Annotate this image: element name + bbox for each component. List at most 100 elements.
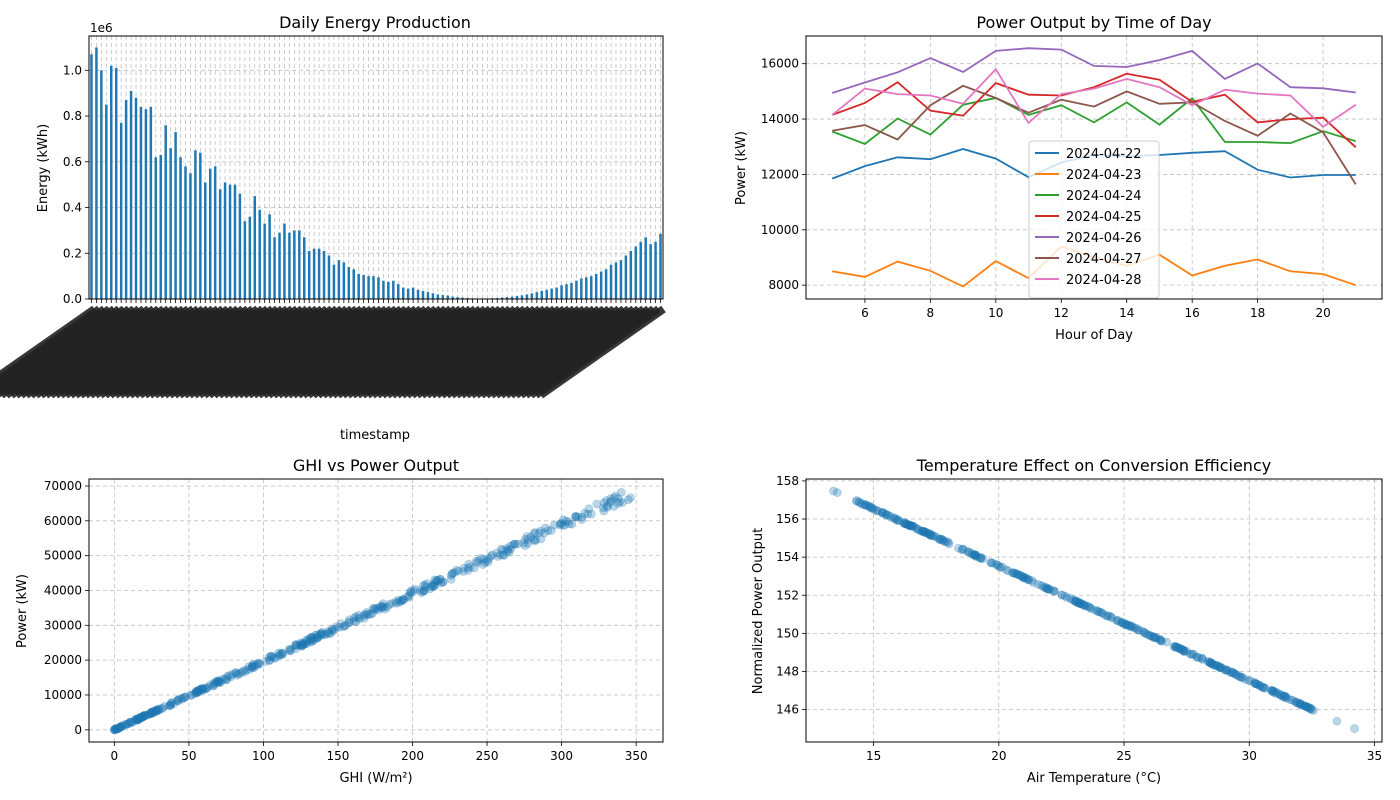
ghi-point xyxy=(131,715,140,724)
ghi-point xyxy=(580,508,590,518)
temp-point xyxy=(860,500,870,510)
ghi-y-tick-label: 30000 xyxy=(44,618,82,632)
temp-point xyxy=(1175,644,1184,654)
temp-point xyxy=(942,537,952,547)
ghi-y-axis-label: Power (kW) xyxy=(15,574,30,648)
daily-bar xyxy=(590,276,593,299)
ghi-point xyxy=(252,659,262,669)
temp-point xyxy=(1042,583,1052,592)
temp-point xyxy=(1071,596,1080,606)
temp-point xyxy=(1083,602,1093,611)
temp-point xyxy=(964,547,974,557)
temp-point xyxy=(1297,700,1306,710)
ghi-point xyxy=(321,630,330,639)
temp-point xyxy=(1273,688,1282,698)
ghi-point xyxy=(216,678,225,688)
ghi-point xyxy=(298,639,308,648)
daily-bar xyxy=(213,166,217,299)
temp-point xyxy=(1235,672,1245,682)
temp-point xyxy=(1018,573,1028,583)
temp-point xyxy=(1157,636,1167,646)
ghi-point xyxy=(173,695,182,705)
ghi-point xyxy=(472,558,482,567)
temp-point xyxy=(1072,598,1082,607)
ghi-point xyxy=(344,617,354,627)
ghi-point xyxy=(452,565,461,575)
temp-point xyxy=(1105,611,1115,621)
ghi-point xyxy=(208,681,218,690)
ghi-point xyxy=(421,582,431,592)
ghi-point xyxy=(316,629,325,639)
temp-point xyxy=(930,531,939,541)
ghi-point xyxy=(383,602,392,612)
temp-point xyxy=(1252,679,1261,689)
ghi-point xyxy=(403,592,412,601)
ghi-point xyxy=(463,566,473,575)
daily-bar xyxy=(377,277,380,299)
daily-bar xyxy=(233,184,237,299)
ghi-point xyxy=(137,713,147,722)
ghi-point xyxy=(366,609,376,619)
temp-point xyxy=(1276,691,1286,701)
daily-bar xyxy=(609,264,613,299)
temp-point xyxy=(1297,700,1306,710)
ghi-point xyxy=(210,679,220,689)
temp-point xyxy=(971,552,981,561)
temp-point xyxy=(1221,665,1230,675)
ghi-point xyxy=(344,618,354,628)
temp-point xyxy=(1117,618,1127,628)
daily-bar xyxy=(659,233,662,299)
ghi-point xyxy=(138,713,147,722)
ghi-point xyxy=(178,694,187,704)
temp-point xyxy=(1291,697,1301,707)
ghi-point xyxy=(370,605,379,615)
ghi-point xyxy=(560,520,569,530)
temp-point xyxy=(1156,636,1166,646)
ghi-point xyxy=(459,563,469,573)
daily-bar xyxy=(169,148,172,299)
temp-point xyxy=(1124,620,1134,630)
temp-point xyxy=(1114,616,1123,625)
temp-point xyxy=(944,539,954,549)
temp-point xyxy=(1252,679,1262,689)
ghi-point xyxy=(115,723,125,733)
temp-point xyxy=(866,503,875,513)
daily-bar xyxy=(649,244,652,299)
temp-point xyxy=(1192,652,1202,662)
ghi-point xyxy=(344,615,354,625)
temp-point xyxy=(1269,688,1279,697)
ghi-point xyxy=(120,720,129,729)
ghi-point xyxy=(422,579,432,588)
temp-point xyxy=(1271,687,1280,697)
temp-y-axis-label: Normalized Power Output xyxy=(751,528,766,694)
daily-bar xyxy=(283,223,286,299)
temp-point xyxy=(1079,600,1088,610)
temp-point xyxy=(926,531,936,540)
ghi-point xyxy=(254,658,263,668)
temp-point xyxy=(854,497,864,507)
temp-point xyxy=(1009,568,1019,578)
ghi-point xyxy=(309,636,318,645)
ghi-point xyxy=(190,689,199,698)
temp-point xyxy=(872,506,882,516)
ghi-point xyxy=(136,713,146,722)
temp-point xyxy=(1268,686,1278,696)
temp-point xyxy=(890,514,900,524)
daily-bar xyxy=(179,157,182,299)
daily-bar xyxy=(199,152,202,299)
temp-point xyxy=(911,523,921,533)
temp-point xyxy=(905,520,914,530)
ghi-point xyxy=(231,668,241,678)
temp-point xyxy=(1255,681,1264,690)
temp-point xyxy=(890,513,899,523)
temp-point xyxy=(1131,623,1141,633)
temp-point xyxy=(1060,591,1070,601)
temp-point xyxy=(1332,716,1342,726)
ghi-point xyxy=(116,722,125,732)
temp-point xyxy=(1230,669,1239,679)
ghi-point xyxy=(404,593,414,602)
ghi-y-tick-label: 70000 xyxy=(44,479,82,493)
temp-point xyxy=(1282,692,1291,702)
ghi-point xyxy=(446,574,456,584)
temp-point xyxy=(893,516,902,525)
